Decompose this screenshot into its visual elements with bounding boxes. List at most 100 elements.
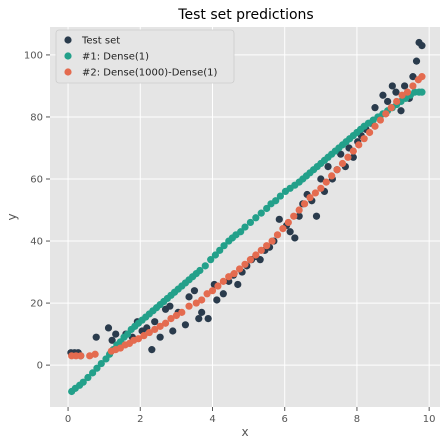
y-tick-label: 100 <box>24 50 43 61</box>
series-3-point <box>322 178 330 186</box>
y-tick-label: 80 <box>30 112 43 123</box>
legend-marker <box>64 68 72 76</box>
series-1-point <box>181 321 190 329</box>
series-3-point <box>284 218 292 227</box>
series-1-point <box>234 280 242 289</box>
series-3-point <box>349 147 357 155</box>
series-3-point <box>382 110 390 118</box>
series-3-point <box>273 231 282 239</box>
series-3-point <box>161 319 170 327</box>
series-1-point <box>317 175 325 183</box>
series-3-point <box>257 246 265 254</box>
series-2-point <box>237 228 245 236</box>
series-1-point <box>384 97 392 106</box>
series-3-point <box>311 189 320 197</box>
series-3-point <box>365 128 374 137</box>
legend-label: Test set <box>81 36 120 47</box>
series-1-point <box>169 327 177 335</box>
legend-marker <box>64 52 72 60</box>
y-tick-label: 0 <box>37 361 43 372</box>
series-1-point <box>371 104 379 112</box>
x-tick-label: 2 <box>137 414 143 425</box>
series-1-point <box>275 215 283 223</box>
data-points <box>67 38 426 396</box>
series-2-point <box>201 262 209 270</box>
series-1-point <box>401 82 409 90</box>
series-3-point <box>328 172 336 180</box>
series-3-point <box>295 206 303 214</box>
series-1-point <box>104 324 113 332</box>
series-3-point <box>145 328 153 337</box>
series-1-point <box>295 212 303 220</box>
series-1-point <box>198 308 206 316</box>
series-1-point <box>204 314 212 323</box>
x-tick-label: 8 <box>354 414 360 425</box>
y-tick-label: 40 <box>30 237 43 248</box>
series-3-point <box>86 352 94 360</box>
series-3-point <box>393 97 401 106</box>
series-3-point <box>306 194 314 202</box>
series-1-point <box>166 302 174 310</box>
legend-box <box>55 29 235 84</box>
series-1-point <box>151 318 159 326</box>
series-3-point <box>241 260 249 268</box>
series-3-point <box>167 314 175 323</box>
series-2-point <box>79 378 87 386</box>
series-3-point <box>300 200 309 208</box>
series-2-point <box>97 359 105 368</box>
series-2-point <box>246 218 255 227</box>
series-2-point <box>84 373 92 382</box>
series-3-point <box>344 153 352 161</box>
legend: Test set #1: Dense(1) #2: Dense(1000)-Dens… <box>55 29 235 84</box>
series-3-point <box>279 225 287 233</box>
series-3-point <box>214 282 222 290</box>
series-3-point <box>317 184 325 192</box>
series-3-point <box>338 159 347 168</box>
series-1-point <box>291 234 299 242</box>
series-1-point <box>185 293 193 301</box>
series-3-point <box>172 311 180 320</box>
legend-label: #1: Dense(1) <box>82 52 149 63</box>
series-3-point <box>263 242 271 250</box>
series-1-point <box>92 333 100 341</box>
series-3-point <box>91 350 99 358</box>
series-1-point <box>388 82 396 90</box>
series-2-point <box>276 192 284 200</box>
series-3-point <box>178 308 186 316</box>
series-2-point <box>257 209 265 217</box>
x-axis-label: x <box>241 425 248 439</box>
legend-marker <box>64 36 72 44</box>
series-1-point <box>286 228 294 236</box>
series-1-point <box>112 330 120 338</box>
series-1-point <box>190 287 199 295</box>
series-3-point <box>418 73 426 81</box>
series-3-point <box>192 299 200 307</box>
series-2-point <box>207 256 215 264</box>
x-tick-label: 4 <box>209 414 215 425</box>
series-1-point <box>418 42 426 50</box>
series-3-points <box>68 73 426 360</box>
series-2-point <box>196 266 204 275</box>
legend-label: #2: Dense(1000)-Dense(1) <box>82 68 218 79</box>
series-3-point <box>156 322 164 330</box>
series-2-point <box>93 364 101 372</box>
series-3-point <box>246 256 255 264</box>
series-3-point <box>219 277 227 285</box>
series-1-point <box>256 256 264 264</box>
series-1-point <box>148 346 156 354</box>
series-3-point <box>252 251 260 259</box>
series-3-point <box>355 141 363 149</box>
series-2-point <box>220 242 228 250</box>
x-tick-label: 10 <box>423 414 436 425</box>
series-1-point <box>213 296 221 304</box>
series-2-point <box>272 197 280 205</box>
series-3-point <box>225 273 233 281</box>
series-2-point <box>263 204 271 213</box>
series-1-point <box>219 290 227 298</box>
series-1-point <box>156 333 164 341</box>
series-3-point <box>185 302 193 310</box>
series-3-point <box>235 265 244 273</box>
series-3-point <box>268 237 276 245</box>
series-2-point <box>216 246 224 254</box>
